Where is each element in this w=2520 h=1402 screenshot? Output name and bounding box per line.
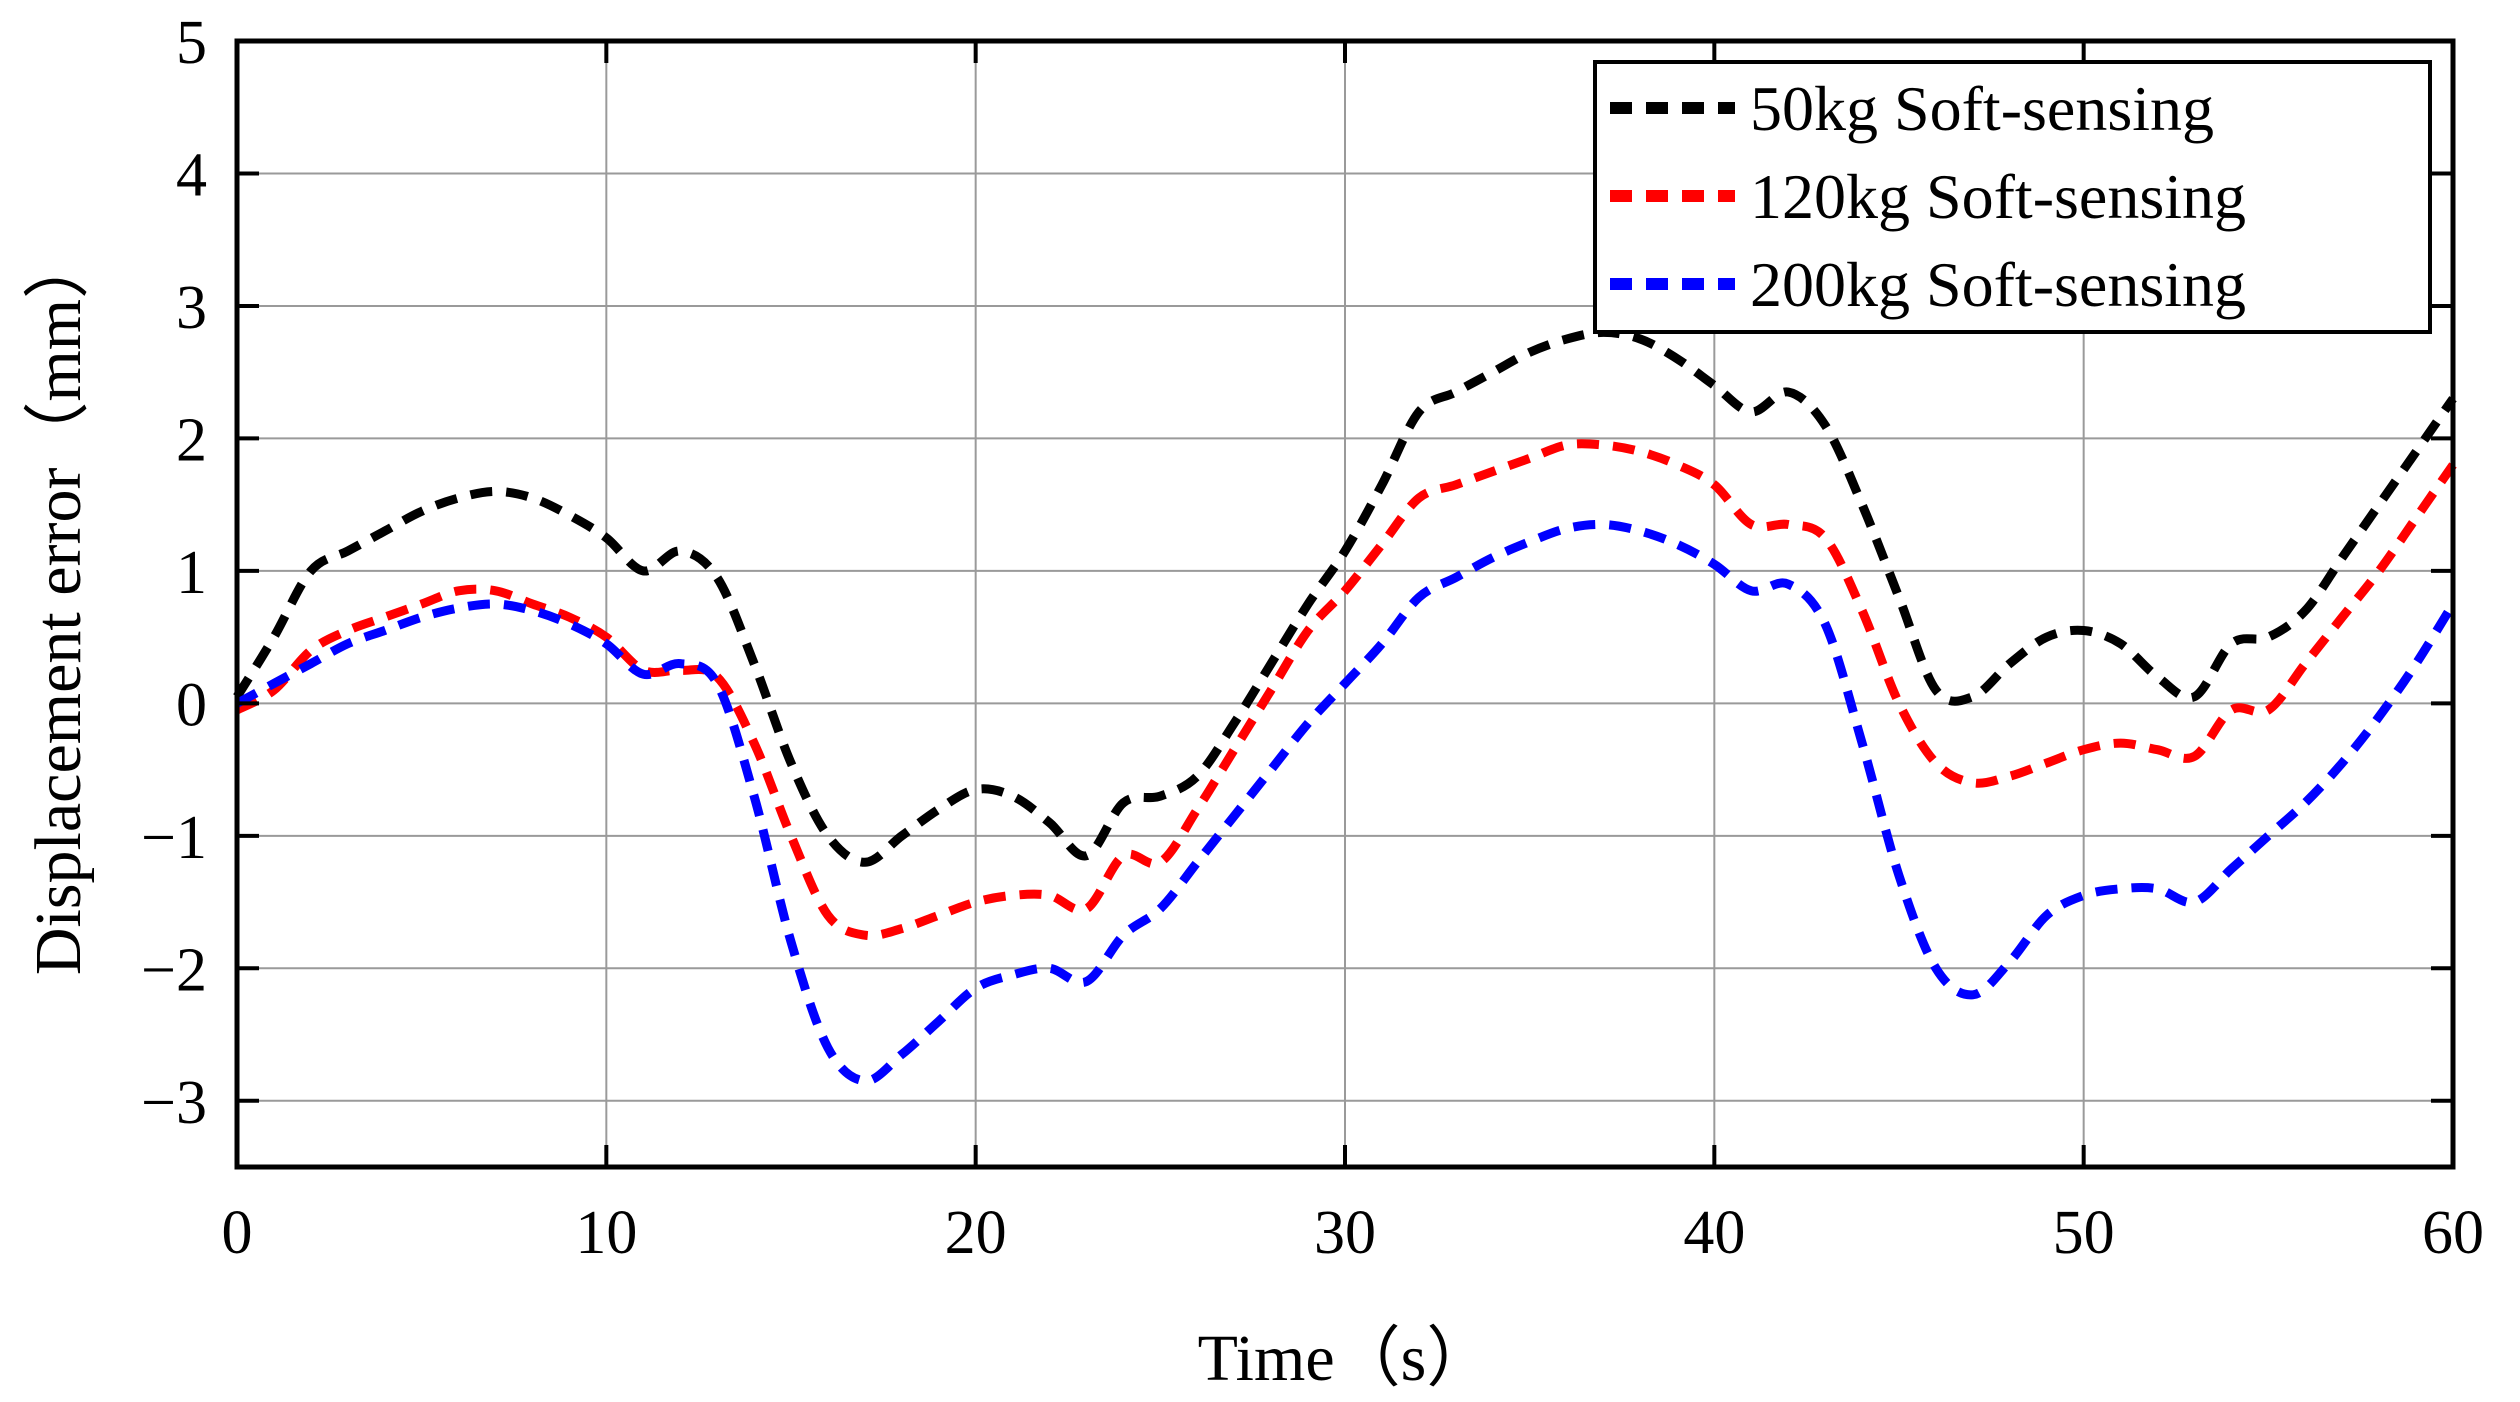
x-tick-label: 0 <box>222 1199 253 1267</box>
x-tick-label: 30 <box>1314 1199 1376 1267</box>
legend-label: 50kg Soft-sensing <box>1750 73 2214 144</box>
y-tick-label: 1 <box>176 539 207 607</box>
legend-label: 200kg Soft-sensing <box>1750 249 2246 320</box>
y-tick-label: −1 <box>141 804 207 872</box>
series-lines <box>233 327 2457 1086</box>
y-tick-label: 3 <box>176 274 207 342</box>
y-tick-label: 2 <box>176 406 207 474</box>
y-tick-label: 0 <box>176 671 207 739</box>
x-tick-label: 60 <box>2422 1199 2484 1267</box>
x-tick-label: 40 <box>1683 1199 1745 1267</box>
legend-label: 120kg Soft-sensing <box>1750 161 2246 232</box>
series-line-1 <box>234 439 2457 941</box>
x-tick-label: 20 <box>945 1199 1007 1267</box>
series-line-0 <box>233 327 2457 867</box>
y-tick-label: 4 <box>176 141 207 209</box>
legend: 50kg Soft-sensing 120kg Soft-sensing 200kg… <box>1593 60 2432 334</box>
y-tick-label: −2 <box>141 936 207 1004</box>
x-tick-labels: 0 10 20 30 40 50 60 <box>222 1199 2485 1267</box>
y-tick-label: −3 <box>141 1069 207 1137</box>
y-axis-title: Displacement error（mm） <box>22 233 95 975</box>
x-axis-title: Time（s） <box>1198 1322 1493 1395</box>
y-tick-label: 5 <box>176 9 207 77</box>
y-tick-labels: 5 4 3 2 1 0 −1 −2 −3 <box>141 9 207 1137</box>
x-tick-label: 10 <box>575 1199 637 1267</box>
x-tick-label: 50 <box>2053 1199 2115 1267</box>
tick-marks <box>235 39 2455 1167</box>
series-line-2 <box>234 519 2457 1086</box>
